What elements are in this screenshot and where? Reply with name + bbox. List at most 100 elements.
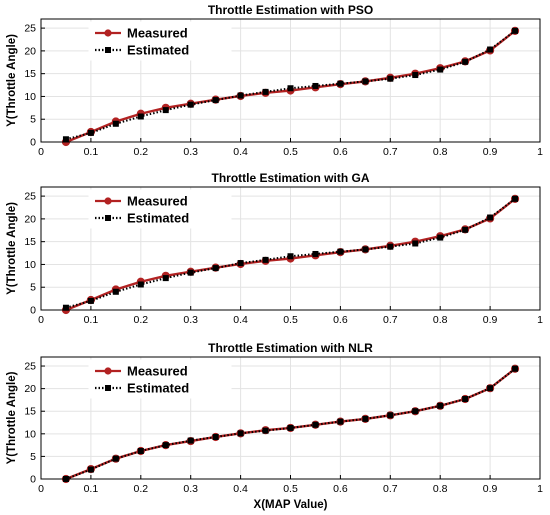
x-tick-label: 0.7 bbox=[383, 483, 398, 495]
data-point-estimated bbox=[337, 418, 344, 425]
data-point-estimated bbox=[187, 101, 194, 108]
y-tick-label: 15 bbox=[24, 406, 36, 418]
x-tick-label: 0.5 bbox=[283, 483, 298, 495]
data-point-estimated bbox=[187, 269, 194, 276]
data-point-estimated bbox=[312, 82, 319, 89]
y-tick-label: 25 bbox=[24, 23, 36, 35]
legend-label: Estimated bbox=[127, 381, 189, 396]
x-tick-label: 0.8 bbox=[433, 146, 448, 158]
legend-label: Measured bbox=[127, 364, 188, 379]
x-tick-label: 1 bbox=[537, 314, 543, 326]
data-point-estimated bbox=[62, 304, 69, 311]
x-tick-label: 0.7 bbox=[383, 314, 398, 326]
data-point-estimated bbox=[437, 66, 444, 73]
x-tick-label: 0.1 bbox=[84, 483, 99, 495]
data-point-estimated bbox=[387, 412, 394, 419]
axes-box bbox=[40, 186, 541, 311]
data-point-estimated bbox=[412, 72, 419, 79]
legend-marker-estimated bbox=[105, 47, 111, 53]
y-tick-label: 25 bbox=[24, 191, 36, 203]
x-tick-label: 0.1 bbox=[84, 146, 99, 158]
x-tick-label: 0.5 bbox=[283, 314, 298, 326]
data-point-estimated bbox=[87, 129, 94, 136]
data-point-estimated bbox=[262, 88, 269, 95]
x-tick-label: 0.8 bbox=[433, 483, 448, 495]
x-tick-label: 0.7 bbox=[383, 146, 398, 158]
x-tick-label: 1 bbox=[537, 483, 543, 495]
legend-marker-measured bbox=[104, 367, 112, 375]
data-point-estimated bbox=[512, 365, 519, 372]
x-tick-label: 0.2 bbox=[133, 146, 148, 158]
x-tick-label: 0.6 bbox=[333, 483, 348, 495]
data-point-estimated bbox=[112, 120, 119, 127]
data-point-estimated bbox=[237, 260, 244, 267]
y-tick-label: 15 bbox=[24, 68, 36, 80]
x-tick-label: 0.3 bbox=[183, 483, 198, 495]
y-axis-label: Y(Throttle Angle) bbox=[6, 202, 18, 295]
x-tick-label: 0.6 bbox=[333, 314, 348, 326]
data-point-estimated bbox=[387, 243, 394, 250]
data-point-estimated bbox=[162, 275, 169, 282]
data-point-estimated bbox=[162, 442, 169, 449]
x-tick-label: 0.1 bbox=[84, 314, 99, 326]
data-point-estimated bbox=[337, 80, 344, 87]
y-tick-label: 20 bbox=[24, 45, 36, 57]
data-point-estimated bbox=[112, 288, 119, 295]
legend-box bbox=[88, 189, 232, 229]
data-point-estimated bbox=[487, 46, 494, 53]
x-tick-label: 0.4 bbox=[233, 146, 248, 158]
y-tick-label: 0 bbox=[30, 305, 36, 317]
data-point-estimated bbox=[362, 246, 369, 253]
y-tick-label: 10 bbox=[24, 91, 36, 103]
data-point-estimated bbox=[487, 214, 494, 221]
y-tick-label: 10 bbox=[24, 259, 36, 271]
data-point-estimated bbox=[262, 256, 269, 263]
legend-marker-estimated bbox=[105, 385, 111, 391]
data-point-estimated bbox=[437, 234, 444, 241]
data-point-estimated bbox=[87, 297, 94, 304]
data-point-estimated bbox=[387, 75, 394, 82]
chart-panel-1: 0 0.1 0.2 0.3 0.4 0.5 0.6 0.7 0.8 0.9 10510152025T… bbox=[6, 3, 543, 158]
x-tick-label: 0.3 bbox=[183, 314, 198, 326]
chart-panel-3: 0 0.1 0.2 0.3 0.4 0.5 0.6 0.7 0.8 0.9 10510152025T… bbox=[6, 341, 543, 511]
data-point-estimated bbox=[237, 430, 244, 437]
x-tick-label: 0.2 bbox=[133, 314, 148, 326]
data-point-estimated bbox=[137, 281, 144, 288]
data-point-estimated bbox=[237, 92, 244, 99]
x-tick-label: 1 bbox=[537, 146, 543, 158]
x-tick-label: 0 bbox=[38, 146, 44, 158]
chart-title: Throttle Estimation with GA bbox=[212, 171, 370, 185]
axes-box bbox=[40, 18, 541, 143]
legend-label: Measured bbox=[127, 26, 188, 41]
data-point-estimated bbox=[512, 27, 519, 34]
chart-panel-2: 0 0.1 0.2 0.3 0.4 0.5 0.6 0.7 0.8 0.9 10510152025T… bbox=[6, 171, 543, 326]
data-point-estimated bbox=[412, 240, 419, 247]
legend-label: Estimated bbox=[127, 43, 189, 58]
chart-title: Throttle Estimation with NLR bbox=[208, 341, 373, 355]
x-tick-label: 0 bbox=[38, 314, 44, 326]
y-tick-label: 10 bbox=[24, 428, 36, 440]
data-point-estimated bbox=[287, 253, 294, 260]
data-point-estimated bbox=[362, 78, 369, 85]
axes-box bbox=[40, 356, 541, 480]
x-tick-label: 0 bbox=[38, 483, 44, 495]
legend-box bbox=[88, 359, 232, 399]
legend-marker-estimated bbox=[105, 215, 111, 221]
legend-label: Estimated bbox=[127, 211, 189, 226]
x-tick-label: 0.6 bbox=[333, 146, 348, 158]
data-point-estimated bbox=[212, 265, 219, 272]
data-point-estimated bbox=[187, 437, 194, 444]
legend-marker-measured bbox=[104, 29, 112, 37]
y-tick-label: 5 bbox=[30, 114, 36, 126]
data-point-estimated bbox=[162, 107, 169, 114]
data-point-estimated bbox=[262, 427, 269, 434]
data-point-estimated bbox=[462, 396, 469, 403]
y-tick-label: 25 bbox=[24, 361, 36, 373]
x-tick-label: 0.4 bbox=[233, 483, 248, 495]
x-tick-label: 0.2 bbox=[133, 483, 148, 495]
x-tick-label: 0.9 bbox=[483, 314, 498, 326]
data-point-estimated bbox=[337, 248, 344, 255]
data-point-estimated bbox=[312, 250, 319, 257]
data-point-estimated bbox=[462, 58, 469, 65]
y-axis-label: Y(Throttle Angle) bbox=[6, 371, 18, 464]
